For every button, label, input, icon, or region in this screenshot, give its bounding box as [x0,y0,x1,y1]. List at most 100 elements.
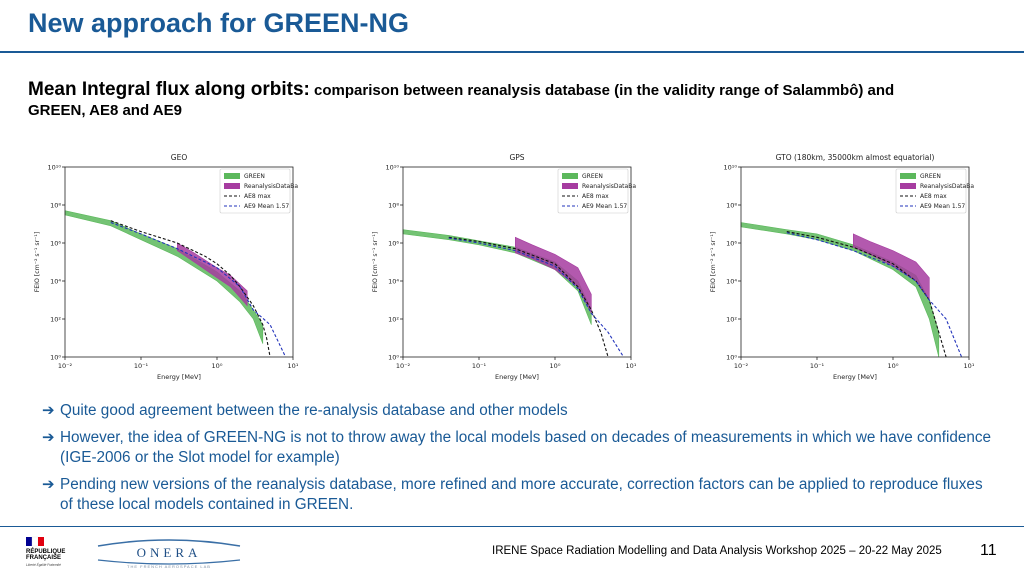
x-tick-label: 10¹ [288,362,298,370]
legend-label: AE8 max [244,193,271,200]
chart-legend [219,168,291,214]
y-tick-label: 10⁶ [388,240,399,248]
y-tick-label: 10¹⁰ [48,164,62,172]
chart-panel-gps: GPS 10⁰ 10² 10⁴ 10⁶ 10⁸ 10¹⁰ 10⁻² 10⁻¹ 10⁰ 10¹ Ener… [368,150,636,390]
slide-subtitle: Mean Integral flux along orbits: compari… [28,80,928,121]
series-line-ae9-mean-1-57 [786,232,963,358]
legend-swatch [562,173,578,179]
y-tick-label: 10⁸ [726,202,737,210]
legend-swatch [224,173,240,179]
bullet-list: ➔ Quite good agreement between the re-an… [42,401,992,522]
x-tick-label: 10⁰ [212,362,223,370]
x-tick-label: 10⁻¹ [134,362,149,370]
x-tick-label: 10⁰ [550,362,561,370]
y-tick-label: 10⁰ [726,354,737,362]
onera-name: ONERA [137,545,202,560]
bullet-item: ➔ Pending new versions of the reanalysis… [42,475,992,515]
bullet-text: Quite good agreement between the re-anal… [60,402,568,419]
plot-frame [740,166,970,358]
y-tick-label: 10² [726,316,737,324]
x-tick-label: 10¹ [626,362,636,370]
legend-swatch [224,183,240,189]
y-tick-label: 10² [388,316,399,324]
legend-label: GREEN [244,173,265,180]
y-tick-label: 10⁰ [50,354,61,362]
x-tick-label: 10¹ [964,362,974,370]
series-line-ae8-max [448,236,609,358]
chart-gps: GPS 10⁰ 10² 10⁴ 10⁶ 10⁸ 10¹⁰ 10⁻² 10⁻¹ 10⁰ 10¹ Ener… [372,153,636,381]
y-tick-label: 10¹⁰ [386,164,400,172]
x-axis-label: Energy [MeV] [157,373,201,381]
x-tick-label: 10⁻² [396,362,411,370]
y-tick-label: 10¹⁰ [724,164,738,172]
rf-motto: Liberté Égalité Fraternité [26,562,61,567]
series-band-green [64,210,264,344]
x-tick-label: 10⁻² [734,362,749,370]
x-tick-label: 10⁻² [58,362,73,370]
legend-label: ReanalysisDataBase [920,183,974,190]
y-axis-label: FEIO [cm⁻² s⁻¹ sr⁻¹] [34,232,41,293]
subtitle-main: Mean Integral flux along orbits: [28,79,310,100]
chart-title: GTO (180km, 35000km almost equatorial) [776,153,935,162]
x-tick-label: 10⁰ [888,362,899,370]
title-divider [0,51,1024,53]
slide-title: New approach for GREEN-NG [28,8,410,38]
legend-label: AE8 max [582,193,609,200]
legend-label: AE9 Mean 1.57 [582,203,627,210]
chart-legend [895,168,967,214]
x-tick-label: 10⁻¹ [810,362,825,370]
arrow-right-icon: ➔ [42,429,55,446]
bullet-item: ➔ However, the idea of GREEN-NG is not t… [42,428,992,468]
y-axis-label: FEIO [cm⁻² s⁻¹ sr⁻¹] [710,232,717,293]
x-tick-label: 10⁻¹ [472,362,487,370]
chart-title: GPS [509,153,524,162]
series-band-reanalysisdatabase [177,242,248,307]
onera-tagline: THE FRENCH AEROSPACE LAB [127,564,211,569]
legend-swatch [562,183,578,189]
legend-label: AE9 Mean 1.57 [920,203,965,210]
plot-frame [64,166,294,358]
y-tick-label: 10⁸ [388,202,399,210]
legend-label: ReanalysisDataBase [582,183,636,190]
y-axis-label: FEIO [cm⁻² s⁻¹ sr⁻¹] [372,232,379,293]
legend-swatch [900,183,916,189]
arrow-right-icon: ➔ [42,476,55,493]
series-band-reanalysisdatabase [515,236,592,314]
x-axis-label: Energy [MeV] [495,373,539,381]
series-line-ae9-mean-1-57 [110,221,287,358]
legend-label: AE8 max [920,193,947,200]
y-tick-label: 10⁴ [388,278,399,286]
page-number: 11 [980,542,997,559]
chart-gto: GTO (180km, 35000km almost equatorial) 10… [710,153,974,381]
y-tick-label: 10⁴ [726,278,737,286]
series-line-ae8-max [786,231,947,358]
y-tick-label: 10⁸ [50,202,61,210]
series-line-ae9-mean-1-57 [448,237,625,358]
chart-geo: GEO 10⁰ 10² 10⁴ 10⁶ 10⁸ 10¹⁰ 10⁻² 10⁻¹ 10⁰ 10¹ Ener… [34,153,298,381]
y-tick-label: 10⁰ [388,354,399,362]
footer-workshop: IRENE Space Radiation Modelling and Data… [492,545,942,557]
legend-label: GREEN [582,173,603,180]
chart-title: GEO [171,153,188,162]
bullet-text: Pending new versions of the reanalysis d… [60,476,983,513]
chart-legend [557,168,629,214]
arrow-right-icon: ➔ [42,402,55,419]
y-tick-label: 10⁴ [50,278,61,286]
bullet-item: ➔ Quite good agreement between the re-an… [42,401,992,421]
legend-label: GREEN [920,173,941,180]
plot-frame [402,166,632,358]
series-line-ae8-max [110,220,271,358]
chart-panel-gto: GTO (180km, 35000km almost equatorial) 10… [706,150,974,390]
y-tick-label: 10⁶ [726,240,737,248]
x-axis-label: Energy [MeV] [833,373,877,381]
chart-panel-geo: GEO 10⁰ 10² 10⁴ 10⁶ 10⁸ 10¹⁰ 10⁻² 10⁻¹ 10⁰ 10¹ Ener… [30,150,298,390]
series-band-green [740,222,940,358]
bullet-text: However, the idea of GREEN-NG is not to … [60,429,992,466]
y-tick-label: 10² [50,316,61,324]
rf-line1: RÉPUBLIQUE [26,547,65,555]
y-tick-label: 10⁶ [50,240,61,248]
rf-line2: FRANÇAISE [26,555,61,561]
republique-francaise-logo: RÉPUBLIQUE FRANÇAISE Liberté Égalité Fra… [26,536,65,567]
footer-divider [0,526,1024,527]
series-band-green [402,229,592,325]
